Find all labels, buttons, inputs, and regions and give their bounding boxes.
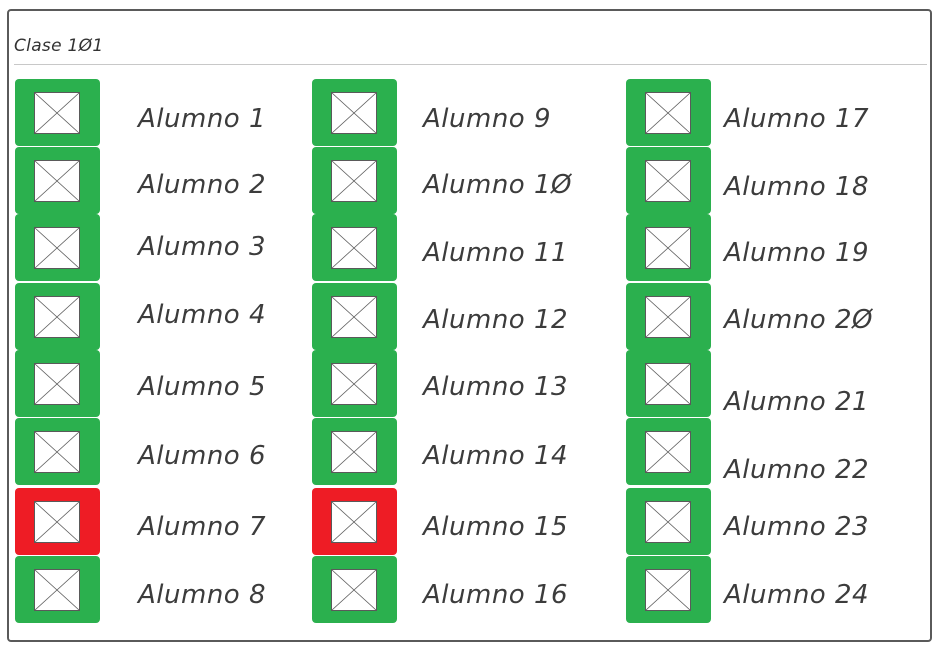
student-attendance-card[interactable] bbox=[15, 350, 100, 417]
student-photo-placeholder-icon bbox=[645, 227, 691, 269]
student-photo-placeholder-icon bbox=[331, 160, 377, 202]
student-name: Alumno 14 bbox=[423, 441, 569, 471]
student-photo-placeholder-icon bbox=[34, 431, 80, 473]
student-photo-placeholder-icon bbox=[645, 296, 691, 338]
student-attendance-card[interactable] bbox=[626, 556, 711, 623]
student-attendance-card[interactable] bbox=[626, 214, 711, 281]
student-name: Alumno 1Ø bbox=[423, 170, 572, 200]
student-photo-placeholder-icon bbox=[34, 569, 80, 611]
student-photo-placeholder-icon bbox=[34, 501, 80, 543]
student-attendance-card[interactable] bbox=[15, 418, 100, 485]
student-photo-placeholder-icon bbox=[34, 363, 80, 405]
student-photo-placeholder-icon bbox=[645, 92, 691, 134]
student-attendance-card[interactable] bbox=[15, 214, 100, 281]
student-attendance-card[interactable] bbox=[15, 283, 100, 350]
student-name: Alumno 24 bbox=[724, 580, 870, 610]
student-photo-placeholder-icon bbox=[645, 431, 691, 473]
student-attendance-card[interactable] bbox=[626, 283, 711, 350]
student-attendance-card[interactable] bbox=[312, 556, 397, 623]
student-photo-placeholder-icon bbox=[34, 227, 80, 269]
student-attendance-card[interactable] bbox=[626, 350, 711, 417]
student-photo-placeholder-icon bbox=[645, 160, 691, 202]
student-photo-placeholder-icon bbox=[331, 501, 377, 543]
student-name: Alumno 23 bbox=[724, 512, 870, 542]
student-attendance-card[interactable] bbox=[626, 418, 711, 485]
student-name: Alumno 4 bbox=[138, 300, 267, 330]
student-name: Alumno 12 bbox=[423, 305, 569, 335]
student-photo-placeholder-icon bbox=[331, 569, 377, 611]
student-photo-placeholder-icon bbox=[645, 501, 691, 543]
title-divider bbox=[14, 64, 927, 65]
student-photo-placeholder-icon bbox=[331, 227, 377, 269]
student-name: Alumno 13 bbox=[423, 372, 569, 402]
student-attendance-card[interactable] bbox=[626, 147, 711, 214]
student-photo-placeholder-icon bbox=[331, 363, 377, 405]
student-name: Alumno 15 bbox=[423, 512, 569, 542]
student-attendance-card[interactable] bbox=[312, 147, 397, 214]
student-attendance-card[interactable] bbox=[312, 350, 397, 417]
student-name: Alumno 6 bbox=[138, 441, 267, 471]
student-photo-placeholder-icon bbox=[645, 363, 691, 405]
student-attendance-card[interactable] bbox=[626, 79, 711, 146]
student-attendance-card[interactable] bbox=[312, 418, 397, 485]
student-photo-placeholder-icon bbox=[331, 92, 377, 134]
student-name: Alumno 17 bbox=[724, 104, 870, 134]
student-name: Alumno 19 bbox=[724, 238, 870, 268]
student-name: Alumno 7 bbox=[138, 512, 267, 542]
student-name: Alumno 9 bbox=[423, 104, 552, 134]
student-name: Alumno 2 bbox=[138, 170, 267, 200]
student-name: Alumno 18 bbox=[724, 172, 870, 202]
student-photo-placeholder-icon bbox=[331, 296, 377, 338]
student-name: Alumno 3 bbox=[138, 232, 267, 262]
student-photo-placeholder-icon bbox=[331, 431, 377, 473]
student-attendance-card[interactable] bbox=[312, 214, 397, 281]
student-name: Alumno 8 bbox=[138, 580, 267, 610]
student-photo-placeholder-icon bbox=[34, 92, 80, 134]
student-attendance-card[interactable] bbox=[15, 147, 100, 214]
student-name: Alumno 1 bbox=[138, 104, 267, 134]
student-photo-placeholder-icon bbox=[34, 296, 80, 338]
student-attendance-card[interactable] bbox=[15, 79, 100, 146]
student-name: Alumno 16 bbox=[423, 580, 569, 610]
student-attendance-card[interactable] bbox=[15, 488, 100, 555]
student-name: Alumno 5 bbox=[138, 372, 267, 402]
student-attendance-card[interactable] bbox=[15, 556, 100, 623]
student-attendance-card[interactable] bbox=[312, 283, 397, 350]
student-attendance-card[interactable] bbox=[312, 488, 397, 555]
student-photo-placeholder-icon bbox=[645, 569, 691, 611]
class-title: Clase 1Ø1 bbox=[14, 36, 104, 56]
student-name: Alumno 11 bbox=[423, 238, 569, 268]
student-photo-placeholder-icon bbox=[34, 160, 80, 202]
student-name: Alumno 2Ø bbox=[724, 305, 873, 335]
student-attendance-card[interactable] bbox=[312, 79, 397, 146]
student-name: Alumno 21 bbox=[724, 387, 870, 417]
class-panel bbox=[7, 9, 932, 642]
student-name: Alumno 22 bbox=[724, 455, 870, 485]
student-attendance-card[interactable] bbox=[626, 488, 711, 555]
